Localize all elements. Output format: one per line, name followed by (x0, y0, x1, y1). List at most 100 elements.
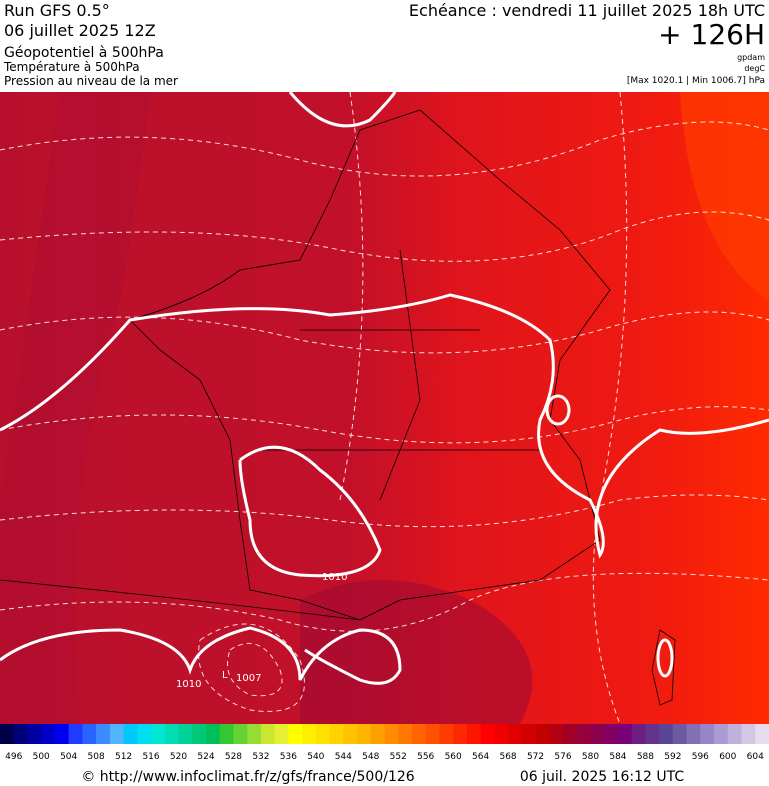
isobar-label: 1010 (322, 572, 347, 583)
scale-label: 504 (60, 752, 77, 762)
scale-label: 560 (445, 752, 462, 762)
scale-label: 572 (527, 752, 544, 762)
isobars (0, 91, 769, 685)
field-shade (300, 580, 533, 724)
scale-cell (576, 724, 591, 744)
scale-label: 588 (637, 752, 654, 762)
scale-label: 576 (554, 752, 571, 762)
scale-cell (521, 724, 537, 744)
scale-label: 536 (280, 752, 297, 762)
scale-label: 500 (33, 752, 50, 762)
scale-cell (205, 724, 221, 744)
field-shade (0, 92, 150, 724)
scale-label: 592 (664, 752, 681, 762)
scale-label: 580 (582, 752, 599, 762)
scale-cell (96, 724, 111, 744)
scale-cell (288, 724, 303, 744)
borders (0, 109, 676, 706)
scale-cell (741, 724, 756, 744)
scale-cell (370, 724, 385, 744)
scale-cell (68, 724, 83, 744)
scale-cell (0, 724, 15, 744)
header: Run GFS 0.5° 06 juillet 2025 12Z Géopote… (3, 1, 765, 88)
scale-cell (425, 724, 440, 744)
scale-cell (151, 724, 166, 744)
scale-cell (343, 724, 358, 744)
scale-cell (233, 724, 248, 744)
isobar-label: 1010 (176, 679, 201, 690)
scale-label: 564 (472, 752, 489, 762)
temperature-isolines (0, 91, 769, 725)
field: Pression au niveau de la mer (4, 74, 178, 88)
unit: degC (744, 64, 765, 73)
scale-label: 544 (335, 752, 352, 762)
scale-cell (398, 724, 413, 744)
field-shade (680, 92, 769, 300)
scale-cell (645, 724, 660, 744)
scale-cell (549, 724, 564, 744)
scale-cell (329, 724, 344, 744)
scale-cell (672, 724, 688, 744)
scale-label: 596 (692, 752, 709, 762)
scale-cell (755, 724, 769, 744)
scale-cell (411, 724, 427, 744)
scale-cell (563, 724, 578, 744)
scale-cell (508, 724, 523, 744)
scale-cell (659, 724, 674, 744)
scale-label: 604 (747, 752, 764, 762)
scale-cell (494, 724, 509, 744)
scale-cell (178, 724, 193, 744)
low-value: 1007 (236, 673, 261, 684)
field: Température à 500hPa (3, 60, 140, 74)
pressure-range: [Max 1020.1 | Min 1006.7] hPa (627, 76, 765, 86)
scale-cell (604, 724, 619, 744)
scale-label: 556 (417, 752, 434, 762)
scale-label: 552 (390, 752, 407, 762)
scale-cell (274, 724, 289, 744)
scale-cell (123, 724, 138, 744)
scale-cell (384, 724, 399, 744)
scale-label: 516 (142, 752, 159, 762)
scale-cell (27, 724, 42, 744)
lead-time: + 126H (658, 18, 765, 51)
scale-cell (617, 724, 633, 744)
scale-label: 532 (252, 752, 269, 762)
scale-cell (714, 724, 729, 744)
scale-label: 496 (5, 752, 22, 762)
scale-label: 548 (362, 752, 379, 762)
scale-cell (700, 724, 715, 744)
scale-cell (137, 724, 152, 744)
field: Géopotentiel à 500hPa (4, 45, 164, 61)
scale-cell (302, 724, 317, 744)
scale-cell (315, 724, 331, 744)
scale-cell (439, 724, 454, 744)
scale-label: 512 (115, 752, 132, 762)
scale-label: 540 (307, 752, 324, 762)
map: 1010 1010 L 1007 (0, 91, 769, 725)
color-scale: 496 500 504 508 512 516 520 524 528 532 536 540 544 5… (0, 724, 769, 762)
scale-label: 524 (197, 752, 214, 762)
low-marker: L (222, 670, 228, 681)
scale-cell (466, 724, 482, 744)
run-date: 06 juillet 2025 12Z (4, 21, 156, 40)
scale-cell (453, 724, 468, 744)
scale-cell (247, 724, 262, 744)
scale-cell (590, 724, 605, 744)
scale-label: 584 (609, 752, 626, 762)
scale-cell (192, 724, 207, 744)
scale-cell (727, 724, 743, 744)
scale-label: 528 (225, 752, 242, 762)
scale-cell (686, 724, 701, 744)
scale-label: 568 (499, 752, 516, 762)
source: © http://www.infoclimat.fr/z/gfs/france/… (81, 769, 414, 785)
scale-cell (41, 724, 56, 744)
scale-cell (357, 724, 372, 744)
scale-cell (82, 724, 97, 744)
scale-cell (13, 724, 28, 744)
scale-cell (535, 724, 550, 744)
scale-cell (219, 724, 234, 744)
scale-label: 520 (170, 752, 187, 762)
unit: gpdam (737, 53, 765, 62)
valid-time: Echéance : vendredi 11 juillet 2025 18h … (409, 1, 765, 20)
